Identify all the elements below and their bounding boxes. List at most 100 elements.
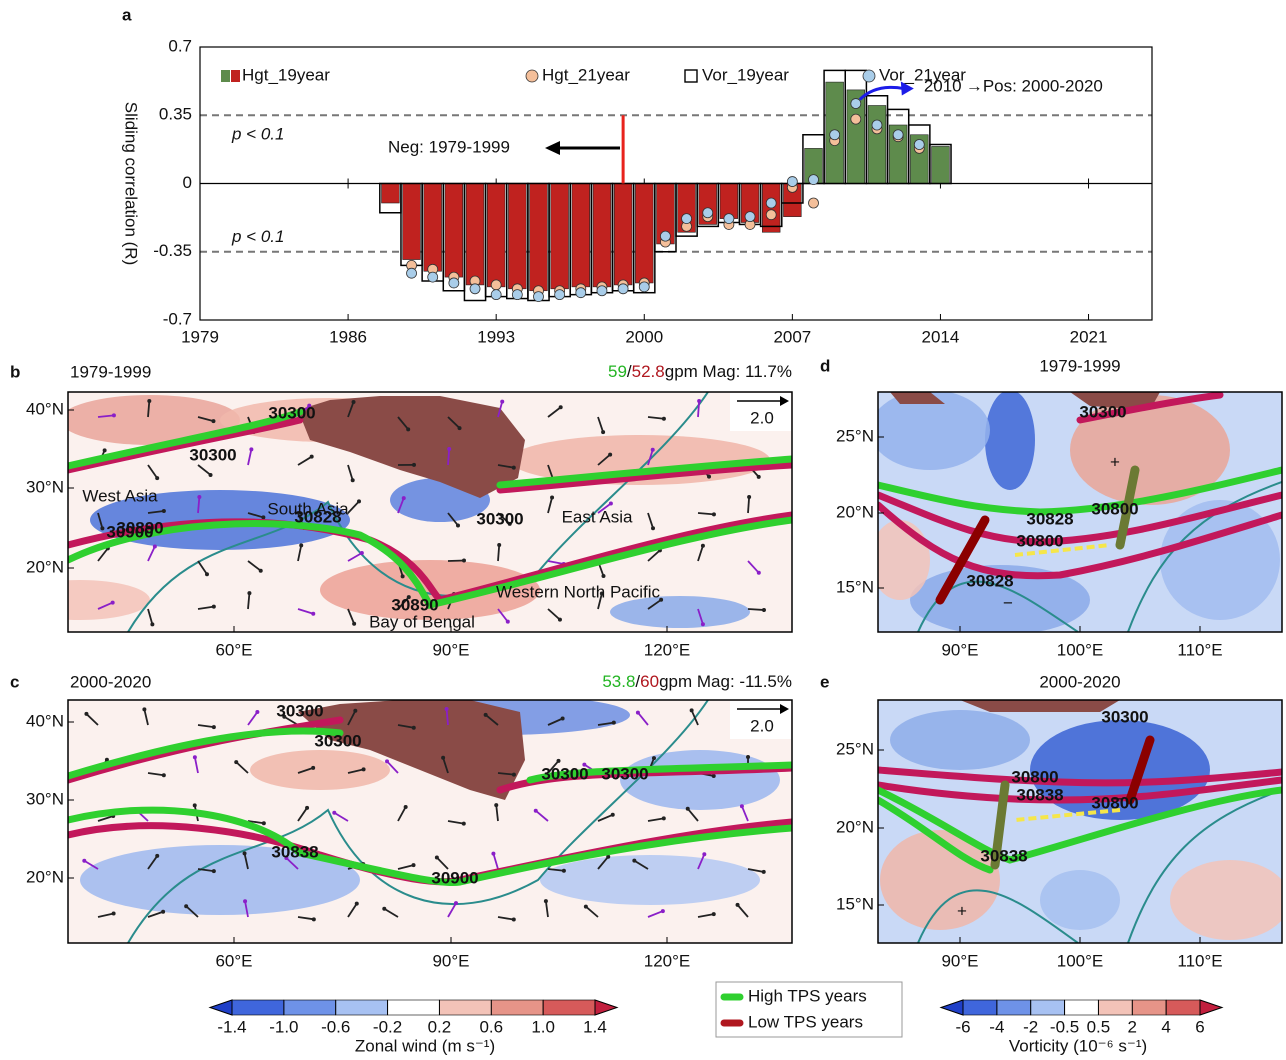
- bar: [613, 183, 633, 286]
- contour-shade: [1040, 870, 1120, 930]
- wind-vector: [747, 560, 760, 574]
- vector-head: [359, 550, 364, 555]
- map-annotation: 30800: [1016, 531, 1063, 550]
- colorbar-cell: [490, 999, 544, 1016]
- x-tick-label: 1979: [181, 327, 219, 346]
- wind-vector: [697, 608, 704, 625]
- x-tick-label: 2007: [773, 327, 811, 346]
- y-tick-label: 0.7: [168, 36, 192, 55]
- vector-head: [583, 904, 588, 909]
- wind-vector: [147, 546, 156, 562]
- vector-head: [406, 427, 411, 432]
- legend-label: Low TPS years: [748, 1012, 863, 1031]
- wind-vector: [347, 552, 363, 562]
- bar: [571, 183, 590, 288]
- dot: [892, 129, 904, 141]
- wind-vector: [97, 547, 109, 562]
- wind-vector: [585, 905, 599, 918]
- vector-head: [761, 869, 766, 874]
- vector-head: [401, 496, 406, 501]
- contour-line: [68, 806, 792, 886]
- map-annotation: 30828: [966, 571, 1013, 590]
- colorbar-label: -1.4: [217, 1017, 246, 1036]
- lon-label: 90°E: [941, 951, 978, 970]
- colorbar-cell: [1098, 999, 1133, 1016]
- dot: [702, 207, 714, 219]
- vector-head: [550, 495, 555, 500]
- dot: [617, 283, 629, 295]
- dot: [554, 289, 566, 301]
- vector-head: [511, 465, 516, 470]
- wind-vector: [647, 512, 654, 529]
- wind-vector: [497, 512, 511, 525]
- colorbar-end: [208, 999, 233, 1016]
- trough-axis: [1115, 465, 1140, 550]
- wind-vector: [147, 910, 164, 918]
- map-annotation: 30300: [476, 509, 523, 528]
- vector-head: [110, 600, 115, 605]
- vector-head: [382, 906, 387, 911]
- vector-head: [494, 803, 499, 808]
- wind-vector: [647, 549, 661, 562]
- y-tick-label: -0.35: [153, 241, 192, 260]
- colorbar-cell: [335, 999, 388, 1016]
- dot: [448, 277, 460, 289]
- wind-vector: [147, 772, 164, 777]
- vector-head: [739, 804, 744, 809]
- lon-label: 100°E: [1057, 951, 1104, 970]
- lat-label: 15°N: [836, 577, 874, 596]
- wind-vector: [83, 859, 99, 870]
- lat-label: 30°N: [26, 477, 64, 496]
- contour-shade: [250, 750, 390, 790]
- map: [878, 392, 1282, 632]
- map-annotation: 30900: [106, 522, 153, 541]
- vector-head: [608, 452, 613, 457]
- vector-head: [651, 756, 656, 761]
- map-annotation: 30838: [980, 846, 1027, 865]
- magnitude-part: gpm Mag: 11.7%: [665, 362, 792, 381]
- vector-head: [242, 851, 247, 856]
- contour-line: [878, 501, 1282, 580]
- colorbar-cell: [231, 999, 285, 1016]
- vector-head: [150, 622, 155, 627]
- map: [68, 700, 792, 943]
- map-annotation: 30900: [431, 868, 478, 887]
- wind-vector: [147, 510, 164, 514]
- plateau: [298, 396, 525, 498]
- lat-label: 20°N: [26, 867, 64, 886]
- dot: [681, 213, 692, 225]
- bar: [592, 183, 612, 288]
- map-annotation: −: [1113, 789, 1123, 808]
- map-annotation: 30300: [1079, 402, 1126, 421]
- colorbar-title: Zonal wind (m s⁻¹): [355, 1036, 495, 1055]
- contour-shade: [540, 855, 760, 905]
- dot: [765, 209, 777, 221]
- wind-vector: [397, 806, 407, 822]
- wind-vector: [243, 853, 249, 870]
- dot: [850, 98, 862, 109]
- vector-head: [192, 755, 197, 760]
- legend-label: Hgt_21year: [542, 65, 630, 84]
- wind-vector: [147, 400, 151, 418]
- wind-vector: [247, 512, 264, 519]
- colorbar-label: -4: [989, 1017, 1004, 1036]
- arrow: [858, 85, 905, 101]
- trough-axis: [1125, 735, 1155, 805]
- colorbar-cell: [1030, 999, 1065, 1016]
- wind-vector: [647, 449, 654, 466]
- contour-line: [878, 766, 1282, 787]
- annotation: 2010: [924, 76, 962, 95]
- vector-head: [461, 558, 466, 563]
- vector-head: [152, 544, 157, 549]
- wind-vector: [97, 815, 114, 822]
- contour-shade: [878, 392, 990, 470]
- vector-head: [255, 710, 260, 715]
- legend-swatch: [684, 69, 698, 83]
- x-tick-label: 2000: [625, 327, 663, 346]
- wind-vector: [333, 811, 349, 822]
- wind-vector: [397, 864, 414, 870]
- vector-head: [441, 755, 446, 760]
- wind-vector: [247, 449, 253, 466]
- panel-title: 1979-1999: [70, 362, 151, 381]
- map-annotation: 30838: [271, 842, 318, 861]
